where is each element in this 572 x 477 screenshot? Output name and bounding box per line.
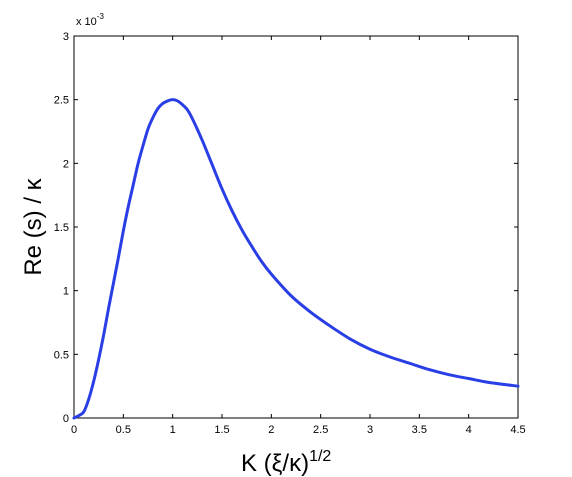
y-tick-label: 0 xyxy=(63,413,69,425)
y-multiplier-prefix: x 10 xyxy=(76,16,97,28)
y-axis-title: Re (s) / κ xyxy=(20,177,47,275)
y-multiplier-exponent: -3 xyxy=(97,12,105,21)
x-tick-label: 3 xyxy=(367,424,373,436)
y-tick-label: 2 xyxy=(63,158,69,170)
y-tick-label: 3 xyxy=(63,31,69,43)
x-tick-label: 1.5 xyxy=(214,424,229,436)
y-ticks: 0 0.5 1 1.5 2 2.5 3 xyxy=(54,31,518,425)
x-ticks: 0 0.5 1 1.5 2 2.5 3 3.5 4 4.5 xyxy=(71,36,526,436)
x-axis-title-main: K (ξ/κ) xyxy=(241,450,309,477)
y-tick-label: 0.5 xyxy=(54,349,69,361)
x-tick-label: 2 xyxy=(268,424,274,436)
x-tick-label: 0.5 xyxy=(116,424,131,436)
plot-area xyxy=(73,35,519,419)
y-tick-label: 1.5 xyxy=(54,222,69,234)
y-multiplier: x 10-3 xyxy=(76,12,104,28)
x-axis-title: K (ξ/κ)1/2 xyxy=(241,448,331,477)
x-tick-label: 4.5 xyxy=(510,424,525,436)
y-tick-label: 2.5 xyxy=(54,95,69,107)
x-axis-title-superscript: 1/2 xyxy=(309,448,331,465)
x-tick-label: 0 xyxy=(71,424,77,436)
x-tick-label: 3.5 xyxy=(412,424,427,436)
y-tick-label: 1 xyxy=(63,286,69,298)
series-line xyxy=(72,98,520,420)
x-tick-label: 1 xyxy=(170,424,176,436)
x-tick-label: 4 xyxy=(466,424,472,436)
x-tick-label: 2.5 xyxy=(313,424,328,436)
